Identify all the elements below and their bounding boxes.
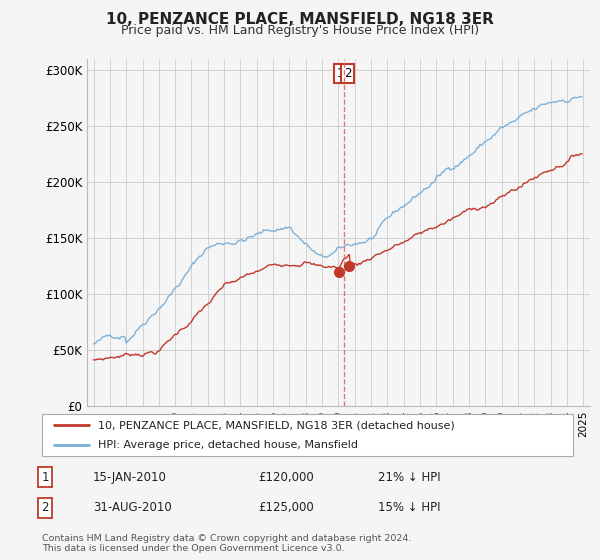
Text: 10, PENZANCE PLACE, MANSFIELD, NG18 3ER (detached house): 10, PENZANCE PLACE, MANSFIELD, NG18 3ER … (98, 421, 455, 430)
Text: £120,000: £120,000 (258, 470, 314, 484)
FancyBboxPatch shape (42, 414, 573, 456)
Text: 21% ↓ HPI: 21% ↓ HPI (378, 470, 440, 484)
Text: 31-AUG-2010: 31-AUG-2010 (93, 501, 172, 515)
Text: 1: 1 (41, 470, 49, 484)
Text: HPI: Average price, detached house, Mansfield: HPI: Average price, detached house, Mans… (98, 441, 358, 450)
Text: Contains HM Land Registry data © Crown copyright and database right 2024.
This d: Contains HM Land Registry data © Crown c… (42, 534, 412, 553)
Text: 1: 1 (337, 67, 344, 80)
Text: Price paid vs. HM Land Registry's House Price Index (HPI): Price paid vs. HM Land Registry's House … (121, 24, 479, 36)
Text: 15-JAN-2010: 15-JAN-2010 (93, 470, 167, 484)
Text: 10, PENZANCE PLACE, MANSFIELD, NG18 3ER: 10, PENZANCE PLACE, MANSFIELD, NG18 3ER (106, 12, 494, 27)
Text: 2: 2 (41, 501, 49, 515)
Text: 2: 2 (344, 67, 352, 80)
Text: £125,000: £125,000 (258, 501, 314, 515)
Text: 15% ↓ HPI: 15% ↓ HPI (378, 501, 440, 515)
